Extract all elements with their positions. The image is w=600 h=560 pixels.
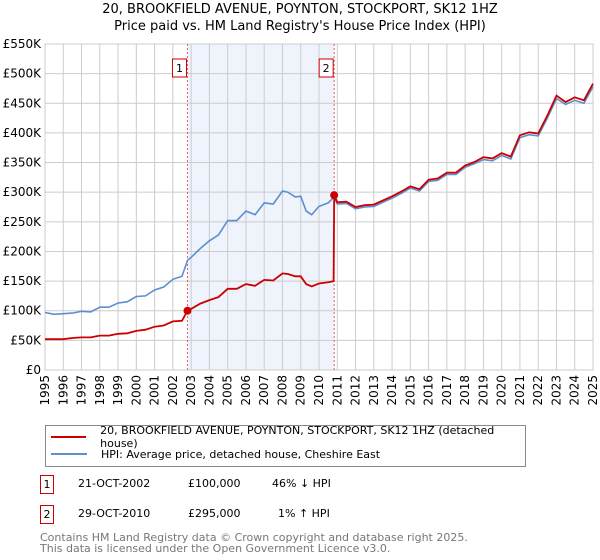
x-tick-label: 2011 <box>330 375 344 406</box>
chart-subtitle: Price paid vs. HM Land Registry's House … <box>114 19 486 34</box>
sale-marker-label: 1 <box>176 62 183 75</box>
y-tick-label: £50K <box>10 333 42 347</box>
price-paid-line <box>45 83 594 341</box>
x-tick-label: 1995 <box>38 375 52 406</box>
x-tick-label: 2009 <box>294 375 308 406</box>
y-tick-label: £100K <box>3 304 43 318</box>
y-tick-label: £450K <box>3 96 43 110</box>
sale-marker-box <box>318 58 334 78</box>
sale-hpi-diff: 1% ↑ HPI <box>278 507 330 520</box>
x-tick-label: 2020 <box>495 375 509 406</box>
legend-swatch-blue <box>51 453 87 455</box>
sale-date: 21-OCT-2002 <box>78 477 151 490</box>
legend-item-property: 20, BROOKFIELD AVENUE, POYNTON, STOCKPOR… <box>46 424 525 450</box>
legend-item-hpi: HPI: Average price, detached house, Ches… <box>46 446 380 462</box>
x-tick-label: 2025 <box>586 375 600 406</box>
legend-swatch-red <box>51 436 87 438</box>
x-tick-label: 2003 <box>184 375 198 406</box>
x-tick-label: 2015 <box>403 375 417 406</box>
x-tick-label: 1999 <box>111 375 125 406</box>
footer-licence: This data is licensed under the Open Gov… <box>40 542 391 555</box>
x-tick-label: 2013 <box>367 375 381 406</box>
x-tick-label: 2005 <box>221 375 235 406</box>
x-tick-label: 2019 <box>476 375 490 406</box>
x-tick-label: 2010 <box>312 375 326 406</box>
sale-badge: 1 <box>40 475 54 494</box>
sale-price: £100,000 <box>188 477 241 490</box>
x-tick-label: 2000 <box>129 375 143 406</box>
x-tick-label: 1998 <box>93 375 107 406</box>
x-tick-label: 2018 <box>458 375 472 406</box>
y-tick-label: £550K <box>3 37 43 51</box>
sale-badge: 2 <box>40 505 54 524</box>
x-tick-label: 2016 <box>422 375 436 406</box>
y-tick-label: £250K <box>3 215 43 229</box>
y-tick-label: £350K <box>3 156 43 170</box>
x-tick-label: 2024 <box>568 375 582 406</box>
sale-marker-box <box>171 58 187 78</box>
footer-copyright: Contains HM Land Registry data © Crown c… <box>40 531 468 544</box>
y-tick-label: £500K <box>3 67 43 81</box>
x-tick-label: 2022 <box>531 375 545 406</box>
y-tick-label: £400K <box>3 126 43 140</box>
x-tick-label: 1996 <box>56 375 70 406</box>
x-tick-label: 2001 <box>148 375 162 406</box>
sale-point <box>183 306 192 315</box>
y-tick-label: £300K <box>3 185 43 199</box>
sale-price: £295,000 <box>188 507 241 520</box>
plot-border <box>44 43 594 371</box>
x-tick-label: 2017 <box>440 375 454 406</box>
hpi-line <box>44 86 594 316</box>
x-tick-label: 2008 <box>275 375 289 406</box>
y-tick-label: £200K <box>3 244 43 258</box>
line-chart: £0 £50K £100K £150K £200K £250K £300K £350K £400… <box>3 37 600 406</box>
legend: 20, BROOKFIELD AVENUE, POYNTON, STOCKPOR… <box>45 424 526 467</box>
sale-hpi-diff: 46% ↓ HPI <box>272 477 331 490</box>
x-tick-label: 2012 <box>349 375 363 406</box>
y-tick-label: £0 <box>26 363 41 377</box>
x-tick-label: 2002 <box>166 375 180 406</box>
x-tick-label: 2007 <box>257 375 271 406</box>
x-tick-label: 2014 <box>385 375 399 406</box>
legend-label: 20, BROOKFIELD AVENUE, POYNTON, STOCKPOR… <box>100 424 495 450</box>
x-tick-label: 1997 <box>75 375 89 406</box>
sale-date: 29-OCT-2010 <box>78 507 151 520</box>
x-tick-label: 2021 <box>513 375 527 406</box>
sale-point <box>330 191 339 200</box>
x-tick-label: 2004 <box>202 375 216 406</box>
x-tick-label: 2006 <box>239 375 253 406</box>
sale-marker-label: 2 <box>323 62 330 75</box>
x-tick-label: 2023 <box>549 375 563 406</box>
chart-title: 20, BROOKFIELD AVENUE, POYNTON, STOCKPOR… <box>102 2 498 17</box>
y-tick-label: £150K <box>3 274 43 288</box>
legend-label: HPI: Average price, detached house, Ches… <box>101 447 381 461</box>
